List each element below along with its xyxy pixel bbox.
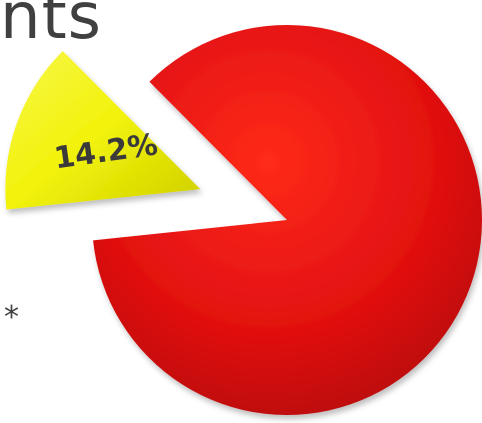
- footnote-marker: *: [4, 300, 19, 335]
- pie-slice-exploded: [5, 50, 201, 210]
- chart-title-fragment: nts: [0, 0, 102, 54]
- pie-slice-main: [93, 25, 482, 415]
